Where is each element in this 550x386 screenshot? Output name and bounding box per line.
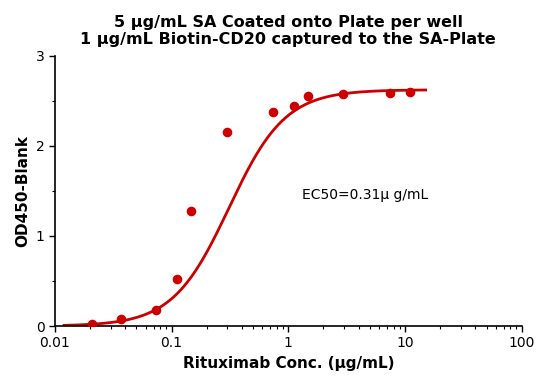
Point <box>406 88 415 95</box>
Point <box>268 109 277 115</box>
Point <box>222 129 231 135</box>
Point <box>88 321 97 327</box>
X-axis label: Rituximab Conc. (μg/mL): Rituximab Conc. (μg/mL) <box>183 356 394 371</box>
Title: 5 μg/mL SA Coated onto Plate per well
1 μg/mL Biotin-CD20 captured to the SA-Pla: 5 μg/mL SA Coated onto Plate per well 1 … <box>80 15 496 47</box>
Point <box>173 276 182 282</box>
Point <box>339 91 348 97</box>
Y-axis label: OD450-Blank: OD450-Blank <box>15 135 30 247</box>
Point <box>187 208 196 214</box>
Point <box>386 90 394 96</box>
Text: EC50=0.31μ g/mL: EC50=0.31μ g/mL <box>301 188 428 202</box>
Point <box>152 307 161 313</box>
Point <box>117 316 125 322</box>
Point <box>304 93 312 99</box>
Point <box>289 103 298 109</box>
